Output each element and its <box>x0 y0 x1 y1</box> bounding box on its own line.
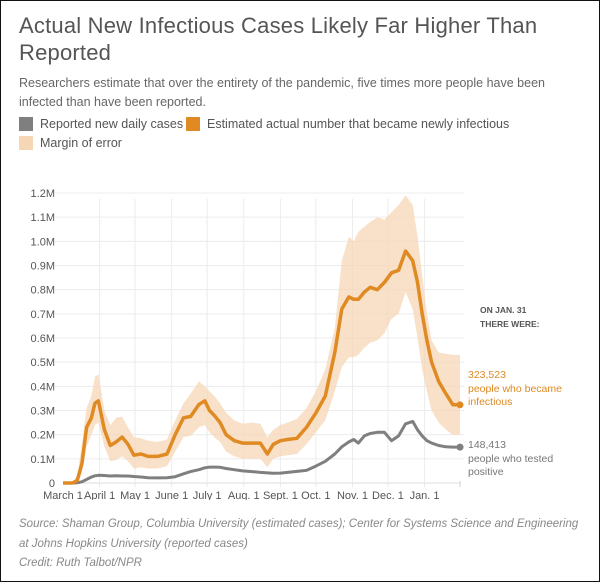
chart-subtitle: Researchers estimate that over the entir… <box>19 76 545 109</box>
legend-item-margin: Margin of error <box>19 136 122 150</box>
legend-swatch-estimated <box>186 117 200 131</box>
chart-svg: 0 0.1M 0.2M 0.3M 0.4M 0.5M 0.6M 0.7M 0.8M 0.9M 1.0… <box>31 188 563 500</box>
legend-label-margin: Margin of error <box>40 136 122 150</box>
y-tick-label: 0.8M <box>31 285 55 297</box>
annotation-estimated-line2: infectious <box>468 396 512 408</box>
reported-cases-line <box>63 419 460 485</box>
y-tick-label: 0.3M <box>31 406 55 418</box>
y-tick-label: 1.2M <box>31 188 55 200</box>
chart-title: Actual New Infectious Cases Likely Far H… <box>19 13 538 65</box>
legend-item-reported: Reported new daily cases <box>19 117 183 131</box>
y-tick-label: 0.5M <box>31 357 55 369</box>
reported-end-point <box>456 443 464 451</box>
x-tick-label: Aug. 1 <box>228 490 260 500</box>
annotation-reported-line1: people who tested <box>468 453 553 465</box>
annotation-reported-value: 148,413 <box>468 439 506 451</box>
estimated-end-point <box>456 401 464 409</box>
x-tick-label: Dec. 1 <box>372 490 404 500</box>
margin-band-group <box>63 195 460 483</box>
annotation: ON JAN. 31 THERE WERE: 323,523 people wh… <box>468 305 562 478</box>
x-tick-label: June 1 <box>155 490 188 500</box>
y-tick-label: 0.1M <box>31 454 55 466</box>
y-tick-label: 0.9M <box>31 261 55 273</box>
y-tick-label: 0.4M <box>31 381 55 393</box>
y-tick-label: 1.0M <box>31 236 55 248</box>
source-note: Source: Shaman Group, Columbia Universit… <box>19 515 589 574</box>
x-tick-label: July 1 <box>193 490 222 500</box>
y-tick-label: 0 <box>49 478 55 490</box>
x-axis: March 1 April 1 May 1 June 1 July 1 Aug. 1 Sep… <box>43 490 439 500</box>
annotation-reported-line2: positive <box>468 466 504 478</box>
legend-label-estimated: Estimated actual number that became newl… <box>207 117 510 131</box>
legend-item-estimated: Estimated actual number that became newl… <box>186 117 509 131</box>
annotation-heading-1: ON JAN. 31 <box>480 305 527 315</box>
annotation-heading-2: THERE WERE: <box>480 319 540 329</box>
annotation-estimated-value: 323,523 <box>468 369 506 381</box>
lines-group <box>63 249 464 485</box>
x-tick-label: Nov. 1 <box>337 490 368 500</box>
x-tick-label: May 1 <box>120 490 150 500</box>
y-tick-label: 0.6M <box>31 333 55 345</box>
source-text: Source: Shaman Group, Columbia Universit… <box>19 518 579 550</box>
margin-of-error-band <box>63 195 460 483</box>
x-tick-label: Sept. 1 <box>263 490 298 500</box>
x-tick-label: April 1 <box>84 490 115 500</box>
y-axis: 0 0.1M 0.2M 0.3M 0.4M 0.5M 0.6M 0.7M 0.8M 0.9M 1.0… <box>31 188 55 490</box>
annotation-estimated-line1: people who became <box>468 383 562 395</box>
y-tick-label: 1.1M <box>31 212 55 224</box>
y-tick-label: 0.2M <box>31 430 55 442</box>
legend-swatch-margin <box>19 136 33 150</box>
x-tick-label: March 1 <box>43 490 83 500</box>
x-tick-label: Oct. 1 <box>301 490 330 500</box>
legend-swatch-reported <box>19 117 33 131</box>
estimated-infections-line <box>63 249 460 485</box>
credit-text: Credit: Ruth Talbot/NPR <box>19 557 142 569</box>
legend-label-reported: Reported new daily cases <box>40 117 184 131</box>
x-tick-label: Jan. 1 <box>410 490 440 500</box>
y-tick-label: 0.7M <box>31 309 55 321</box>
